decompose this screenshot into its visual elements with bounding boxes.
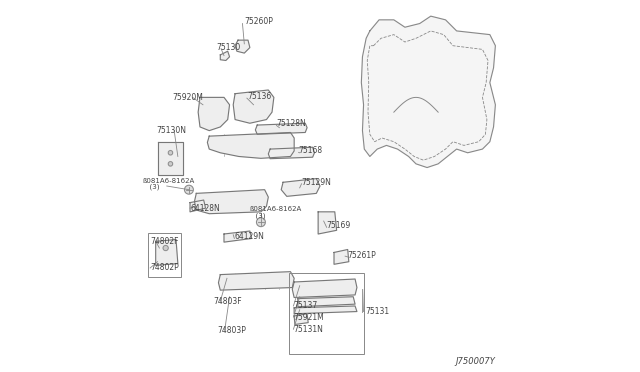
- Polygon shape: [292, 279, 357, 298]
- Polygon shape: [334, 250, 349, 264]
- Circle shape: [168, 161, 173, 166]
- Text: 75169: 75169: [326, 221, 351, 230]
- Circle shape: [184, 185, 193, 194]
- Text: 75260P: 75260P: [244, 17, 273, 26]
- Polygon shape: [294, 314, 308, 324]
- Polygon shape: [218, 272, 294, 290]
- Text: 75261P: 75261P: [348, 251, 376, 260]
- Text: ß081A6-8162A: ß081A6-8162A: [143, 178, 195, 184]
- Text: 75130: 75130: [216, 43, 240, 52]
- Polygon shape: [362, 16, 495, 167]
- Polygon shape: [233, 90, 274, 123]
- Circle shape: [257, 218, 266, 227]
- Polygon shape: [318, 212, 337, 234]
- Polygon shape: [298, 297, 355, 307]
- Text: 75137: 75137: [293, 301, 317, 311]
- Polygon shape: [207, 132, 294, 158]
- Text: 74803P: 74803P: [218, 326, 246, 335]
- Polygon shape: [255, 123, 307, 134]
- Circle shape: [168, 151, 173, 155]
- Text: 75136: 75136: [247, 92, 271, 101]
- Polygon shape: [190, 200, 205, 212]
- Polygon shape: [158, 142, 184, 175]
- Text: 75920M: 75920M: [172, 93, 203, 102]
- Polygon shape: [281, 179, 320, 196]
- Text: J750007Y: J750007Y: [456, 357, 496, 366]
- Text: 64129N: 64129N: [234, 232, 264, 241]
- Circle shape: [163, 246, 168, 251]
- Text: 75129N: 75129N: [301, 178, 332, 187]
- Text: 75921M: 75921M: [293, 312, 324, 321]
- Polygon shape: [294, 306, 357, 314]
- Polygon shape: [220, 51, 230, 61]
- Text: 75131: 75131: [365, 307, 389, 316]
- Text: (3): (3): [145, 184, 159, 190]
- Polygon shape: [195, 190, 268, 214]
- Text: 75131N: 75131N: [293, 325, 323, 334]
- Text: ß081A6-8162A: ß081A6-8162A: [249, 206, 301, 212]
- Text: 75168: 75168: [299, 147, 323, 155]
- Text: (3): (3): [251, 212, 266, 218]
- Text: 74803F: 74803F: [213, 297, 241, 306]
- Polygon shape: [235, 40, 250, 53]
- Polygon shape: [224, 231, 252, 242]
- Text: 64128N: 64128N: [190, 203, 220, 213]
- Polygon shape: [268, 147, 314, 159]
- Polygon shape: [156, 240, 178, 265]
- Text: 75130N: 75130N: [157, 126, 187, 135]
- Text: 75128N: 75128N: [276, 119, 306, 128]
- Text: 74802F: 74802F: [150, 237, 179, 246]
- Polygon shape: [198, 97, 230, 131]
- Text: 74802P: 74802P: [150, 263, 179, 272]
